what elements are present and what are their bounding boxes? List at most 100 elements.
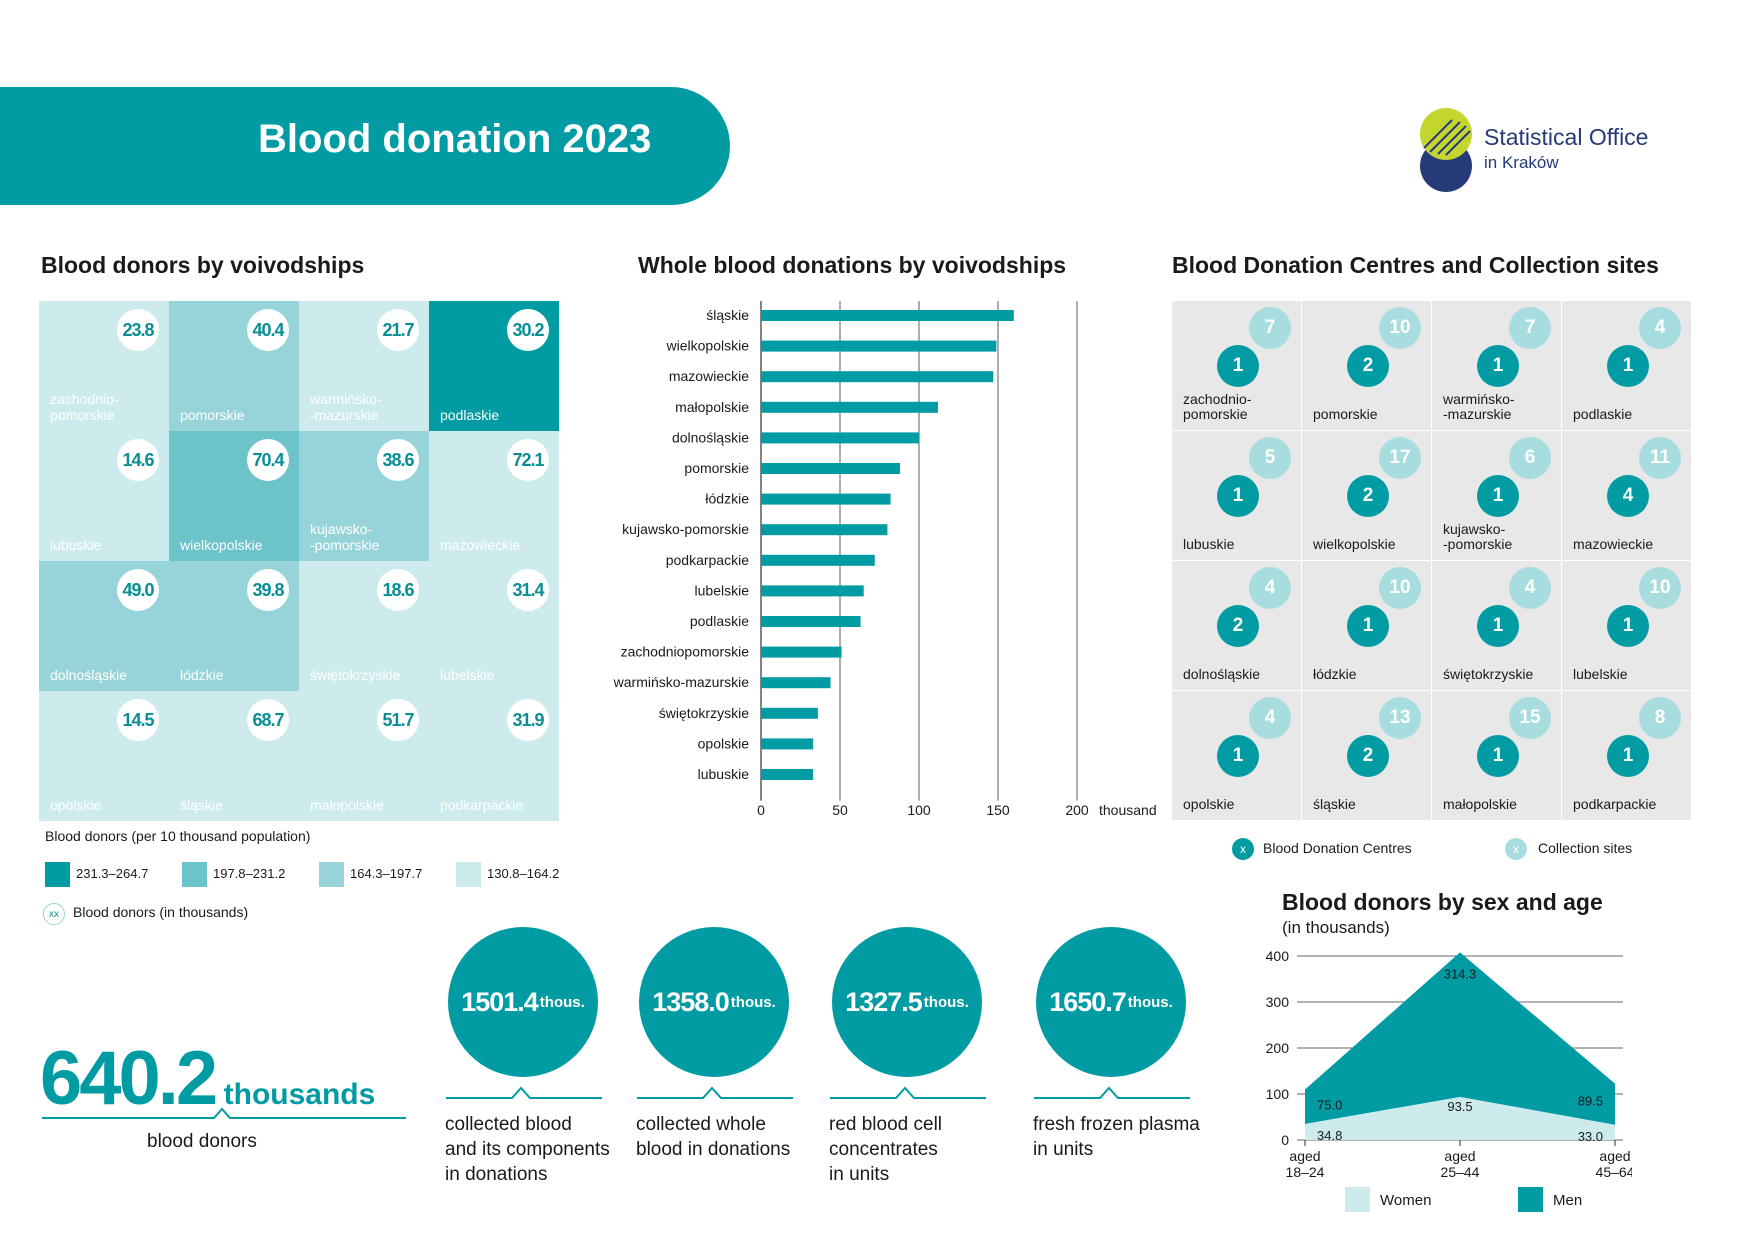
donors-value-badge: 14.6 (117, 439, 159, 481)
donation-centres-count: 1 (1477, 605, 1519, 647)
donation-centres-count: 1 (1347, 605, 1389, 647)
bar-category-label: łódzkie (705, 491, 749, 507)
voivodship-name: dolnośląskie (1183, 666, 1261, 682)
donors-legend-label: 130.8–164.2 (487, 866, 560, 881)
x-tick-label: 0 (757, 802, 765, 817)
donors-legend-label: 164.3–197.7 (350, 866, 423, 881)
collection-sites-count: 11 (1639, 437, 1681, 479)
centres-tile: 6 1 kujawsko- -pomorskie (1432, 431, 1561, 560)
voivodship-tile: 23.8 zachodnio-pomorskie (39, 301, 169, 431)
x-axis-unit-label: thousand (1099, 802, 1157, 817)
donation-centres-count: 1 (1607, 605, 1649, 647)
voivodship-name: warmińsko- -mazurskie (310, 391, 382, 423)
voivodship-name: łódzkie (180, 667, 224, 683)
donors-value-badge: 49.0 (117, 569, 159, 611)
y-tick-label: 300 (1266, 994, 1290, 1010)
voivodship-name: śląskie (180, 797, 223, 813)
bar-category-label: lubelskie (695, 582, 750, 598)
sex-age-area-chart: 0 100 200 300 400 34.8 93.5 33.0 75.0 314.3 89.5 ag… (1252, 940, 1635, 1200)
bar (761, 310, 1014, 321)
voivodship-name: mazowieckie (440, 537, 521, 553)
centres-tile: 4 1 opolskie (1172, 691, 1301, 820)
collection-sites-count: 7 (1249, 307, 1291, 349)
y-tick-label: 100 (1266, 1086, 1290, 1102)
donors-legend-title: Blood donors (per 10 thousand population… (45, 828, 311, 844)
men-area (1305, 952, 1615, 1125)
donation-centres-count: 1 (1217, 345, 1259, 387)
centres-tile: 10 2 pomorskie (1302, 301, 1431, 430)
centres-tile: 4 1 podlaskie (1562, 301, 1691, 430)
centres-title: Blood Donation Centres and Collection si… (1172, 252, 1659, 278)
centres-tile: 5 1 lubuskie (1172, 431, 1301, 560)
bar-category-label: lubuskie (698, 766, 750, 782)
donors-legend-swatch (456, 862, 481, 887)
stat-circle: 1650.7 thous. (1036, 927, 1186, 1077)
centres-tile: 13 2 śląskie (1302, 691, 1431, 820)
underline-notch (446, 1086, 602, 1099)
x-category-label: aged (1289, 1148, 1320, 1164)
stat-circle: 1327.5 thous. (832, 927, 982, 1077)
voivodship-tile: 14.5 opolskie (39, 691, 169, 821)
donors-value-badge: 38.6 (377, 439, 419, 481)
stat-underline (830, 1086, 986, 1099)
voivodship-name: lubuskie (1183, 536, 1235, 552)
title-banner: Blood donation 2023 (0, 87, 730, 205)
donors-circle-symbol: xx (43, 903, 65, 925)
donors-value-badge: 40.4 (247, 309, 289, 351)
voivodship-tile: 70.4 wielkopolskie (169, 431, 299, 561)
bar (761, 463, 901, 474)
voivodship-name: zachodnio-pomorskie (50, 391, 119, 423)
women-data-label: 33.0 (1578, 1129, 1603, 1144)
page-title: Blood donation 2023 (258, 117, 652, 161)
sex-age-title: Blood donors by sex and age (1282, 889, 1603, 915)
donation-centres-count: 1 (1607, 345, 1649, 387)
bar (761, 432, 919, 444)
x-category-label: 45–64 (1596, 1164, 1632, 1180)
underline-notch (1034, 1086, 1190, 1099)
stat-value: 1358.0 (652, 986, 730, 1017)
donors-legend-swatch (45, 862, 70, 887)
collection-sites-count: 17 (1379, 437, 1421, 479)
centres-tile: 4 2 dolnośląskie (1172, 561, 1301, 690)
bar-category-label: śląskie (706, 307, 749, 323)
centres-legend-label: Blood Donation Centres (1263, 840, 1412, 856)
donation-centres-count: 1 (1217, 475, 1259, 517)
centres-tile: 17 2 wielkopolskie (1302, 431, 1431, 560)
donation-centres-count: 2 (1347, 475, 1389, 517)
y-tick-label: 400 (1266, 948, 1290, 964)
stat-underline (1034, 1086, 1190, 1099)
donation-centres-count: 1 (1477, 345, 1519, 387)
bar-category-label: świętokrzyskie (659, 705, 749, 721)
centres-tile: 7 1 zachodnio-pomorskie (1172, 301, 1301, 430)
voivodship-name: wielkopolskie (180, 537, 263, 553)
y-tick-label: 200 (1266, 1040, 1290, 1056)
stat-unit: thous. (1127, 993, 1173, 1011)
donation-centres-count: 1 (1217, 735, 1259, 777)
logo-line1: Statistical Office (1484, 124, 1649, 150)
stat-unit: thous. (923, 993, 969, 1011)
centres-tile: 8 1 podkarpackie (1562, 691, 1691, 820)
voivodship-name: lubelskie (440, 667, 495, 683)
underline-notch (830, 1086, 986, 1099)
stat-caption: red blood cell concentrates in units (829, 1114, 943, 1185)
collection-sites-count: 10 (1379, 307, 1421, 349)
voivodship-tile: 18.6 świętokrzyskie (299, 561, 429, 691)
voivodship-name: podkarpackie (1573, 796, 1657, 812)
headline-underline (42, 1107, 406, 1119)
voivodship-tile: 31.4 lubelskie (429, 561, 559, 691)
centres-tile-grid: 7 1 zachodnio-pomorskie 10 2 pomorskie 7 1 warmi… (1172, 301, 1691, 820)
donations-bar-svg: 0 50 100 150 200 thousand śląskie wielkopolskie… (613, 301, 1157, 818)
voivodship-name: świętokrzyskie (310, 667, 401, 683)
bar (761, 371, 994, 383)
voivodship-name: łódzkie (1313, 666, 1357, 682)
sites-legend-symbol: x (1505, 838, 1527, 860)
voivodship-name: podlaskie (1573, 406, 1633, 422)
men-data-label: 314.3 (1444, 966, 1477, 981)
collection-sites-count: 10 (1639, 567, 1681, 609)
voivodship-name: zachodnio-pomorskie (1183, 391, 1252, 422)
underline-notch (637, 1086, 793, 1099)
women-legend-swatch (1345, 1187, 1370, 1212)
donors-value-badge: 31.4 (507, 569, 549, 611)
statistical-office-logo (1418, 108, 1474, 192)
donors-value-badge: 14.5 (117, 699, 159, 741)
